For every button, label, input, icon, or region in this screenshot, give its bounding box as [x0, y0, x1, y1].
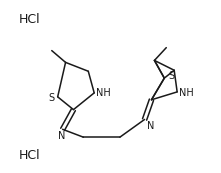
Text: N: N	[147, 121, 154, 131]
Text: HCl: HCl	[19, 149, 41, 162]
Text: S: S	[49, 93, 55, 103]
Text: N: N	[58, 131, 65, 141]
Text: HCl: HCl	[19, 13, 41, 26]
Text: NH: NH	[96, 88, 110, 98]
Text: S: S	[168, 71, 174, 81]
Text: NH: NH	[179, 88, 193, 98]
